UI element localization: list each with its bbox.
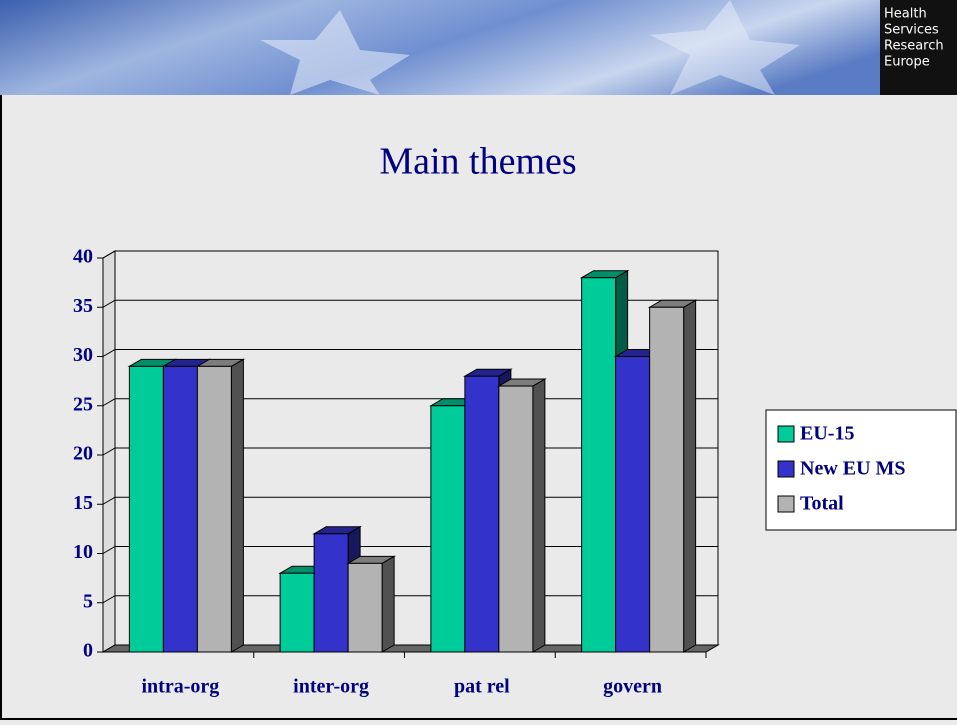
legend-swatch bbox=[777, 460, 795, 478]
banner bbox=[0, 0, 957, 95]
bar bbox=[581, 277, 617, 653]
bar bbox=[347, 562, 383, 653]
y-tick-label: 15 bbox=[73, 492, 93, 514]
legend-label: EU-15 bbox=[800, 423, 854, 445]
bar-side bbox=[683, 299, 697, 653]
bar bbox=[430, 405, 466, 653]
logo-text: Europe bbox=[884, 55, 930, 70]
bar bbox=[279, 572, 315, 653]
logo-box bbox=[880, 0, 957, 95]
chart-title: Main themes bbox=[379, 141, 576, 183]
banner-star bbox=[260, 10, 410, 95]
bar-side bbox=[381, 555, 395, 653]
legend bbox=[765, 409, 957, 531]
logo-text: Services bbox=[884, 23, 939, 38]
logo-text: Research bbox=[884, 39, 944, 54]
bar bbox=[615, 356, 651, 653]
x-tick-label: intra-org bbox=[141, 676, 219, 698]
bar bbox=[464, 375, 500, 653]
logo-text: Health bbox=[884, 7, 927, 22]
x-tick-label: pat rel bbox=[454, 676, 510, 698]
legend-swatch bbox=[777, 495, 795, 513]
y-tick-label: 10 bbox=[73, 541, 93, 563]
y-tick-label: 35 bbox=[73, 295, 93, 317]
bar bbox=[162, 365, 198, 653]
y-tick-label: 40 bbox=[73, 246, 93, 268]
legend-label: Total bbox=[800, 493, 844, 515]
banner-star bbox=[650, 0, 800, 95]
y-tick-label: 20 bbox=[73, 443, 93, 465]
x-tick-label: govern bbox=[603, 676, 662, 698]
y-tick-label: 0 bbox=[83, 640, 93, 662]
bar bbox=[498, 385, 534, 653]
bar bbox=[128, 365, 164, 653]
bar bbox=[196, 365, 232, 653]
x-tick-label: inter-org bbox=[293, 676, 369, 698]
grid-line bbox=[102, 349, 718, 357]
y-tick-label: 5 bbox=[83, 590, 93, 612]
bar bbox=[313, 533, 349, 653]
legend-swatch bbox=[777, 425, 795, 443]
y-tick-label: 25 bbox=[73, 393, 93, 415]
bar-side bbox=[532, 378, 546, 653]
y-tick-label: 30 bbox=[73, 344, 93, 366]
grid-line bbox=[102, 250, 718, 259]
legend-label: New EU MS bbox=[800, 458, 906, 480]
grid-line bbox=[102, 299, 718, 308]
bar bbox=[649, 306, 685, 653]
bar-side bbox=[230, 358, 244, 653]
